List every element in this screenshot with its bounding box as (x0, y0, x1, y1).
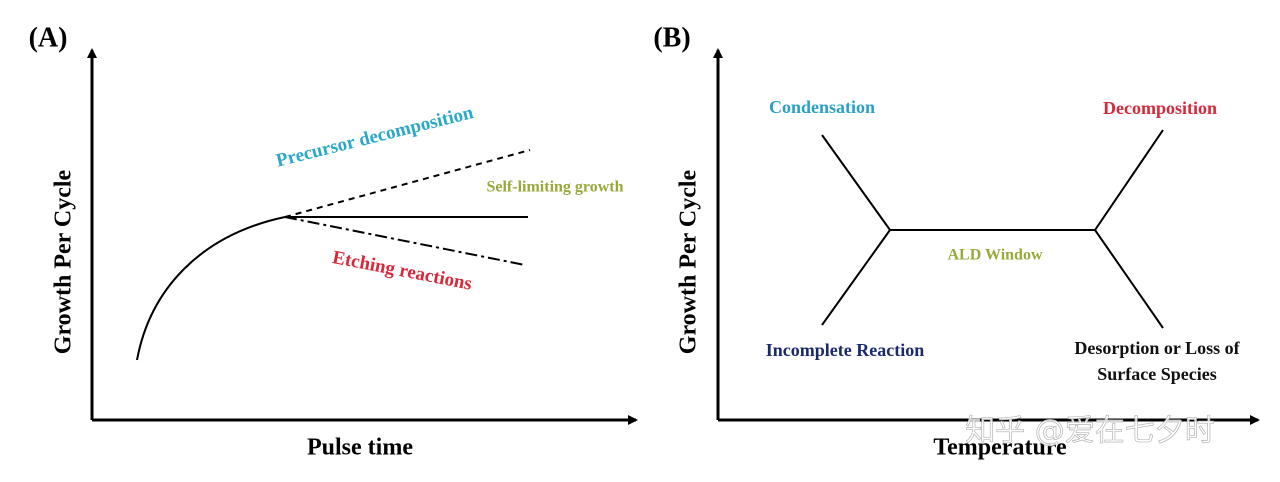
annotation: Decomposition (1103, 98, 1217, 118)
y-axis-label: Growth Per Cycle (676, 169, 702, 354)
annotation: Surface Species (1097, 364, 1216, 384)
panel-tag: (A) (29, 22, 68, 53)
x-axis-label: Temperature (933, 435, 1067, 461)
window-lines (821, 129, 1164, 329)
panel-b: (B) Growth Per Cycle Temperature Condens… (653, 22, 1260, 461)
panel-a: (A) Growth Per Cycle Pulse time Precurso… (29, 22, 638, 461)
annotation: ALD Window (948, 247, 1043, 264)
annotation: Precursor decomposition (274, 102, 476, 171)
y-axis-label: Growth Per Cycle (51, 169, 77, 354)
annotation: Etching reactions (331, 247, 474, 295)
annotation: Desorption or Loss of (1074, 338, 1240, 358)
decomposition-line (284, 149, 531, 218)
annotation: Incomplete Reaction (766, 340, 924, 360)
annotation: Self-limiting growth (486, 179, 623, 196)
etching-line (284, 216, 526, 266)
x-axis-label: Pulse time (307, 435, 413, 461)
annotation: Condensation (769, 97, 875, 117)
panel-tag: (B) (653, 22, 690, 53)
watermark: 知乎 @爱在七夕时 (965, 414, 1215, 449)
growth-curve (136, 216, 286, 361)
